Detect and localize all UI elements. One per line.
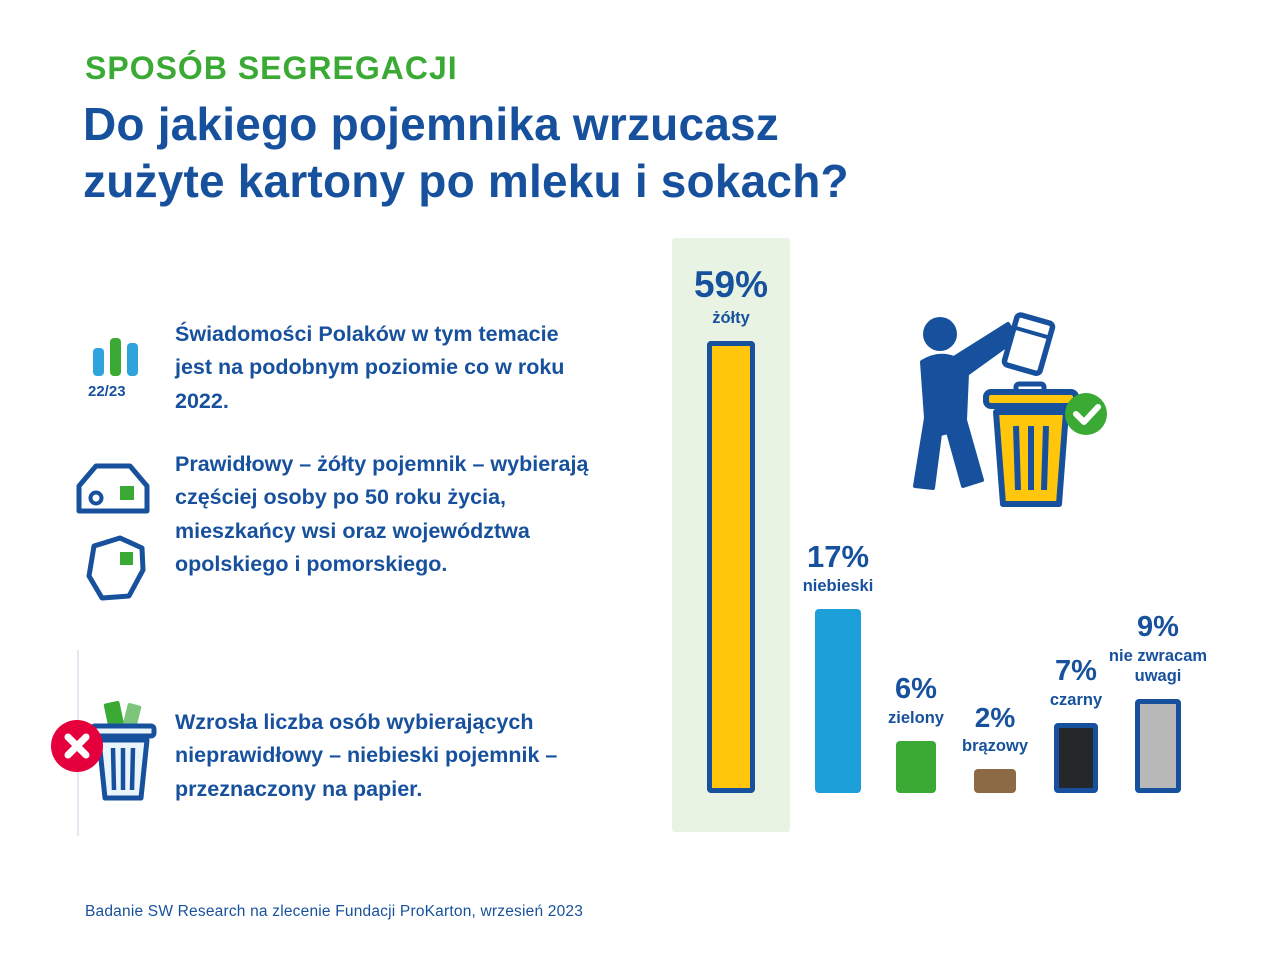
title-line-1: Do jakiego pojemnika wrzucasz [83,98,780,150]
mini-bar-chart-icon [93,338,138,376]
source-footer: Badanie SW Research na zlecenie Fundacji… [85,903,584,920]
bar-value-label: 9% [1137,611,1179,644]
page-title: Do jakiego pojemnika wrzucasz zużyte kart… [83,96,1043,210]
bar-group-0: 59% żółty [666,264,796,793]
fact-correct-container-text: Prawidłowy – żółty pojemnik – wybierają … [175,452,589,576]
bar-group-5: 9% nie zwracam uwagi [1093,611,1223,793]
bar-value-label: 7% [1055,654,1097,687]
fact-wrong-container-text: Wzrosła liczba osób wybierających niepra… [175,710,558,801]
bar-group-4: 7% czarny [1011,655,1141,793]
bar-category-label: żółty [712,309,750,328]
bar-value-label: 6% [895,672,937,705]
bar-value-label: 59% [693,263,769,305]
title-line-2: zużyte kartony po mleku i sokach? [83,155,849,208]
carton-icon [1001,312,1056,377]
bar [974,769,1016,793]
fact-awareness-text: Świadomości Polaków w tym temacie jest n… [175,322,565,413]
year-badge: 22/23 [88,383,126,400]
yellow-bin-icon [983,381,1079,507]
eyebrow: SPOSÓB SEGREGACJI [85,50,458,86]
bar [1135,699,1181,793]
bar-category-label: nie zwracam uwagi [1108,647,1208,686]
bar [707,341,755,793]
bar [1054,723,1098,793]
house-icon [76,463,150,514]
bar-group-1: 17% niebieski [773,539,903,793]
map-icon [86,535,146,601]
check-circle-icon [1065,393,1107,435]
bar-value-label: 17% [806,538,870,574]
bar-category-label: czarny [1049,691,1103,710]
bar-category-label: zielony [888,709,944,728]
bar-value-label: 2% [974,702,1016,734]
bar-group-2: 6% zielony [851,673,981,793]
bar [815,609,861,793]
person-icon [913,317,1019,490]
bar-category-label: niebieski [802,577,874,596]
bar [896,741,936,793]
bar-group-3: 2% brązowy [930,702,1060,793]
person-throwing-carton-illustration [913,312,1107,507]
x-icon [64,733,90,759]
crossed-out-bin-icon [51,700,157,801]
bar-category-label: brązowy [961,737,1029,756]
